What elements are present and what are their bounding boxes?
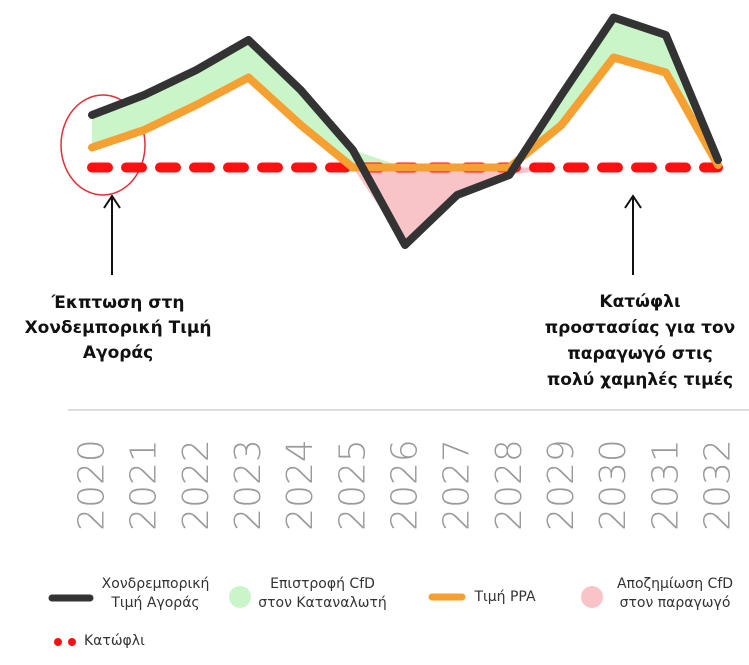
series-line: [88, 53, 722, 172]
legend-label: Επιστροφή CfD στον Καταναλωτή: [258, 576, 387, 611]
legend-label: Χονδρεμπορική Τιμή Αγοράς: [101, 576, 210, 611]
x-tick-label: 2031: [645, 439, 686, 531]
legend-swatch: [54, 638, 62, 646]
x-tick-label: 2021: [124, 439, 165, 531]
x-tick-label: 2028: [489, 439, 530, 531]
x-tick-label: 2023: [228, 439, 269, 531]
annotation: Κατώφλι: [599, 292, 680, 312]
legend-label: Κατώφλι: [84, 633, 145, 649]
x-tick-label: 2026: [385, 439, 426, 531]
series-line: [88, 13, 722, 249]
legend-swatch: [68, 638, 76, 646]
x-tick-label: 2027: [437, 439, 478, 531]
legend-label: Τιμή PPA: [474, 589, 536, 605]
legend-label: Αποζημίωση CfD στον παραγωγό: [616, 576, 734, 611]
x-tick-label: 2022: [176, 439, 217, 531]
x-tick-label: 2030: [593, 439, 634, 531]
annotation: πολύ χαμηλές τιμές: [547, 370, 733, 390]
annotation: Χονδεμπορική Τιμή: [25, 318, 212, 338]
highlight-circle: [60, 94, 146, 196]
x-tick-label: 2029: [541, 439, 582, 531]
x-tick-label: 2032: [698, 439, 739, 531]
x-tick-label: 2024: [280, 439, 321, 531]
annotation: Έκπτωση στη: [51, 293, 185, 313]
arrows: [103, 194, 642, 275]
x-tick-label: 2025: [332, 439, 373, 531]
annotation: Αγοράς: [83, 343, 153, 363]
producer-compensation-area: [92, 167, 718, 245]
legend-swatch: [229, 586, 251, 608]
x-tick-label: 2020: [72, 439, 113, 531]
consumer-refund-area: [92, 17, 718, 168]
annotation: προστασίας για τον: [545, 318, 736, 338]
annotation: παραγωγό στις: [567, 344, 712, 364]
legend-swatch: [581, 586, 603, 608]
